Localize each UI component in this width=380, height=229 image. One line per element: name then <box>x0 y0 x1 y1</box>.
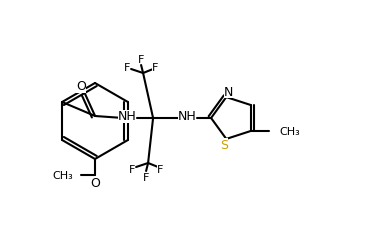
Text: O: O <box>76 80 86 93</box>
Text: N: N <box>223 85 233 98</box>
Text: NH: NH <box>118 110 136 123</box>
Text: F: F <box>157 164 163 174</box>
Text: O: O <box>90 177 100 190</box>
Text: F: F <box>138 55 144 65</box>
Text: F: F <box>152 63 158 73</box>
Text: F: F <box>129 164 135 174</box>
Text: CH₃: CH₃ <box>52 170 73 180</box>
Text: S: S <box>220 139 228 152</box>
Text: CH₃: CH₃ <box>279 126 300 136</box>
Text: NH: NH <box>178 110 196 123</box>
Text: F: F <box>124 63 130 73</box>
Text: F: F <box>143 172 149 182</box>
